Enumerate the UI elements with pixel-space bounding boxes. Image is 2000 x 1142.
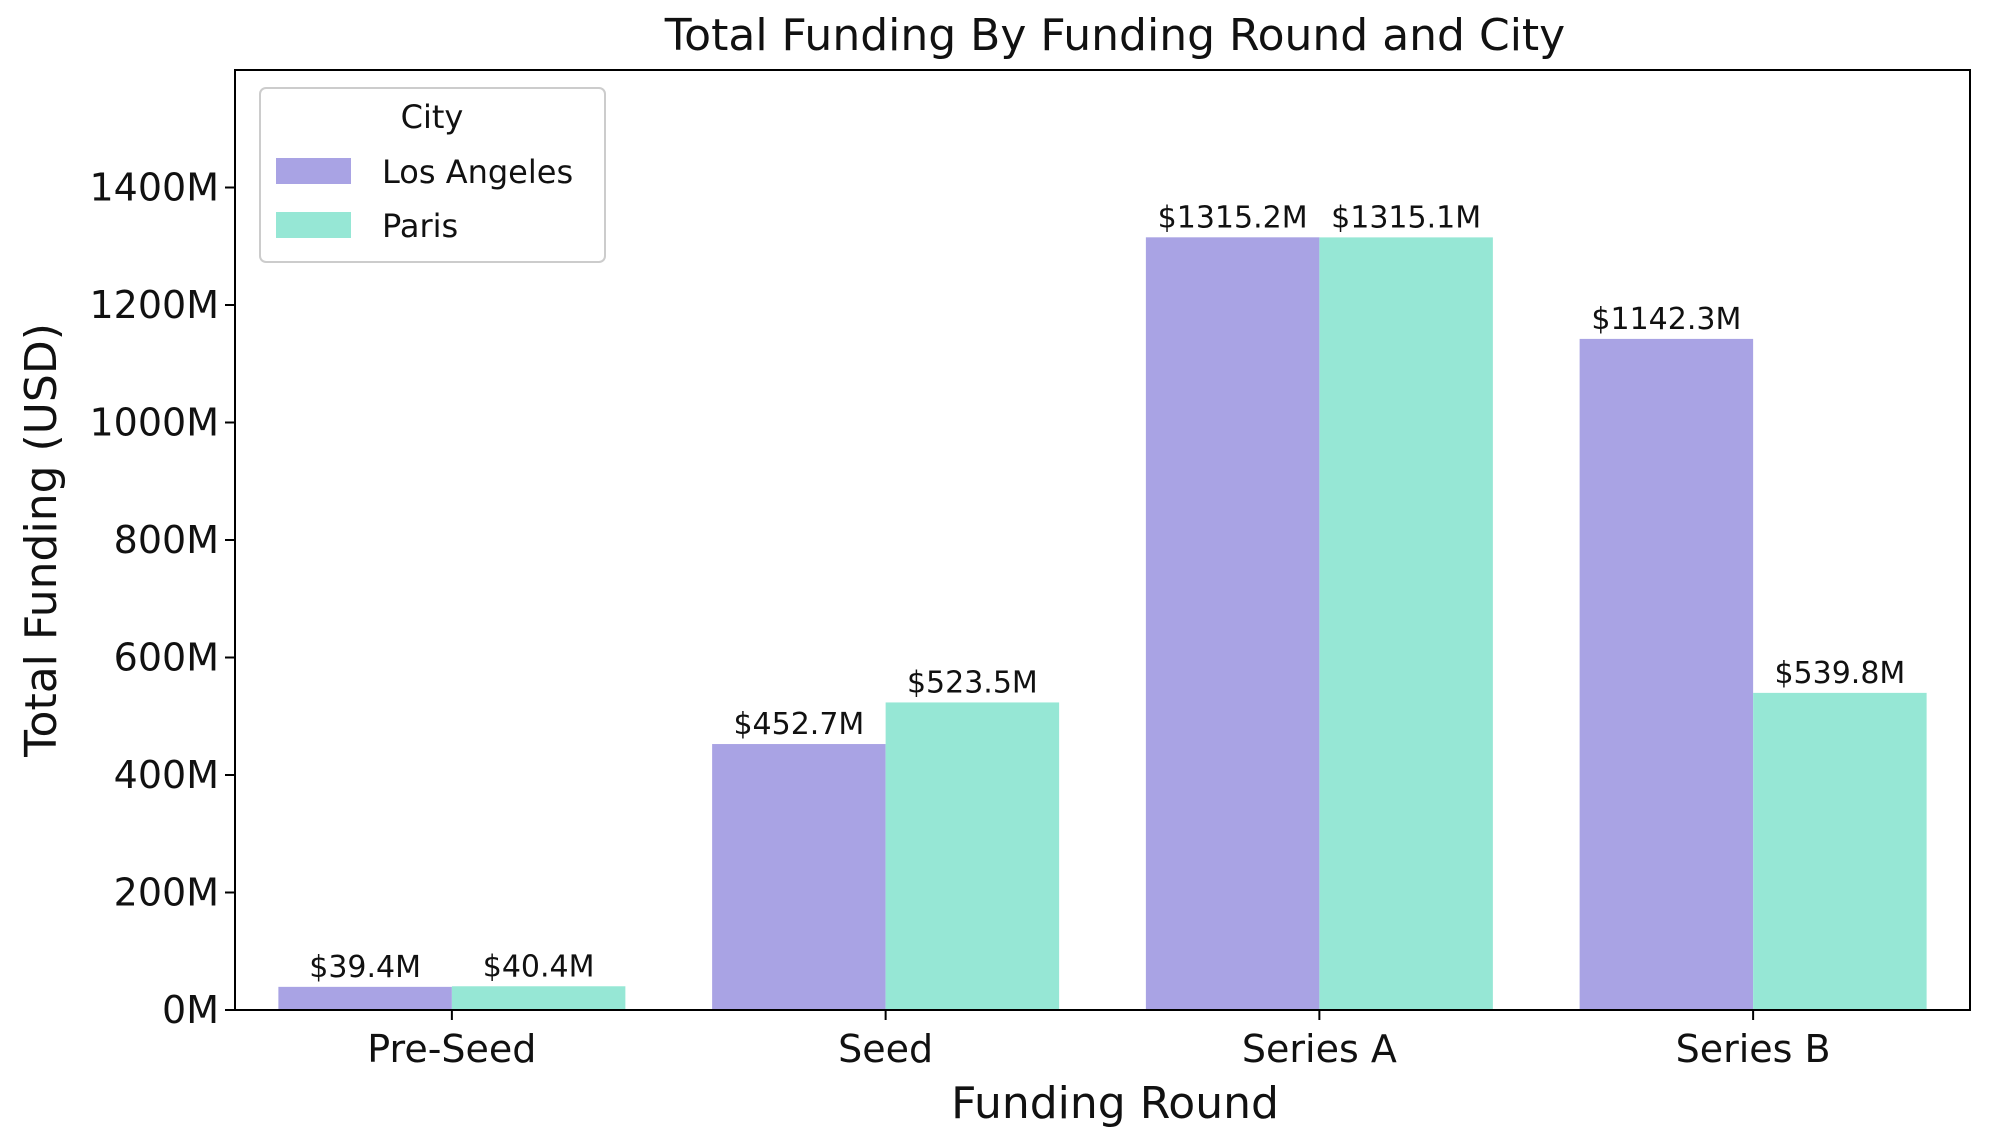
data-labels-layer: $39.4M $452.7M $1315.2M $1142.3M $40.4M $523.… <box>309 200 1905 985</box>
bar-los-angeles-series-a <box>1145 237 1320 1010</box>
y-tick-label: 400M <box>114 753 219 797</box>
x-tick-label-series-a: Series A <box>1242 1027 1397 1071</box>
x-tick-label-series-b: Series B <box>1676 1027 1831 1071</box>
x-axis: Pre-Seed Seed Series A Series B <box>367 1010 1831 1071</box>
legend-swatch-los-angeles <box>276 158 351 184</box>
data-label-paris-pre-seed: $40.4M <box>483 949 595 984</box>
legend: City Los Angeles Paris <box>259 87 606 263</box>
y-axis: 0M 200M 400M 600M 800M 1000M 1200M 1400M <box>90 166 235 1032</box>
y-tick-label: 1200M <box>90 283 220 327</box>
y-tick-label: 1400M <box>90 166 220 210</box>
bar-los-angeles-series-b <box>1579 338 1754 1010</box>
data-label-paris-series-a: $1315.1M <box>1331 200 1481 235</box>
legend-label-los-angeles: Los Angeles <box>382 153 573 191</box>
bar-paris-seed <box>885 702 1060 1010</box>
data-label-los-angeles-series-b: $1142.3M <box>1591 302 1741 337</box>
y-axis-label: Total Funding (USD) <box>16 323 67 758</box>
data-label-los-angeles-seed: $452.7M <box>733 707 864 742</box>
x-tick-label-pre-seed: Pre-Seed <box>367 1027 536 1071</box>
x-axis-label: Funding Round <box>951 1078 1279 1129</box>
y-tick-label: 1000M <box>90 401 220 445</box>
y-tick-label: 600M <box>114 636 219 680</box>
data-label-paris-series-b: $539.8M <box>1774 656 1905 691</box>
bar-los-angeles-pre-seed <box>278 986 452 1010</box>
chart-title: Total Funding By Funding Round and City <box>664 10 1565 61</box>
y-tick-label: 800M <box>114 518 219 562</box>
legend-title: City <box>401 98 464 136</box>
y-tick-label: 200M <box>114 871 219 915</box>
data-label-los-angeles-pre-seed: $39.4M <box>309 950 421 985</box>
bar-paris-pre-seed <box>451 986 626 1010</box>
bar-los-angeles-seed <box>712 744 886 1010</box>
bar-paris-series-a <box>1319 237 1493 1010</box>
bar-paris-series-b <box>1753 692 1927 1010</box>
bars-layer <box>278 237 1927 1010</box>
legend-label-paris: Paris <box>382 207 458 245</box>
data-label-paris-seed: $523.5M <box>907 665 1038 700</box>
y-tick-label: 0M <box>162 988 219 1032</box>
legend-swatch-paris <box>276 212 351 238</box>
data-label-los-angeles-series-a: $1315.2M <box>1158 200 1308 235</box>
x-tick-label-seed: Seed <box>838 1027 933 1071</box>
